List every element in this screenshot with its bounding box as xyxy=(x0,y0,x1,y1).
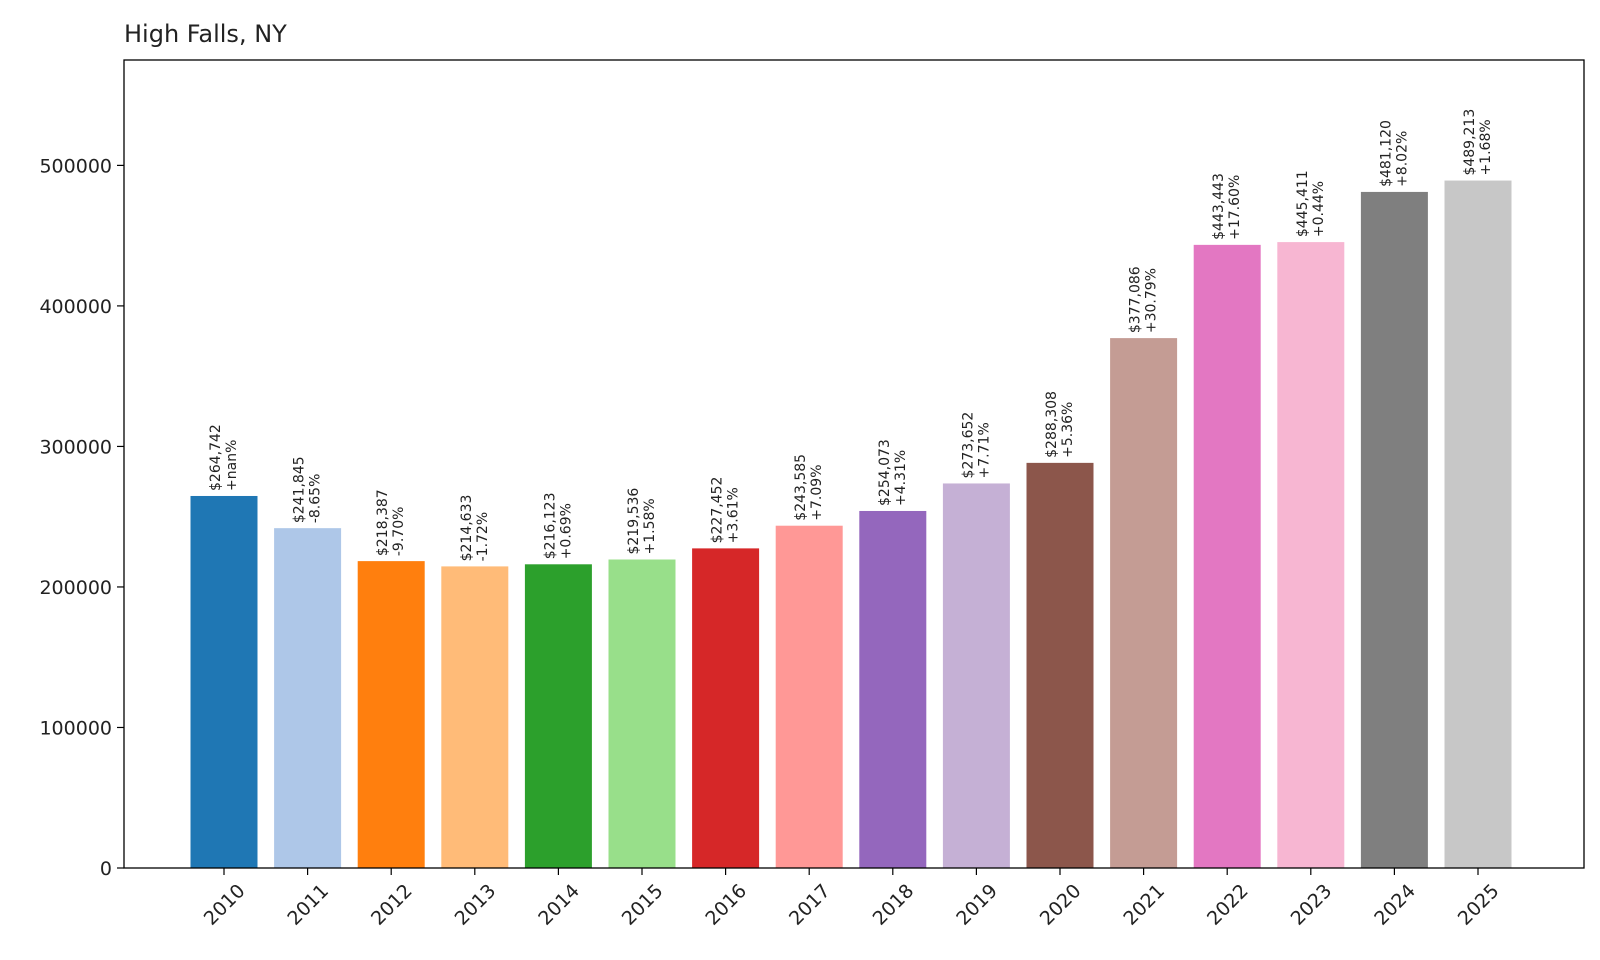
bar-value-label: $227,452 xyxy=(710,477,726,544)
bar-2019 xyxy=(942,483,1010,868)
bar-value-label: $254,073 xyxy=(877,439,893,506)
bar-2018 xyxy=(859,510,927,868)
bar-value-label: $445,411 xyxy=(1295,170,1311,237)
bar-change-label: +8.02% xyxy=(1394,131,1410,187)
y-tick-label: 300000 xyxy=(39,436,112,458)
bar-value-label: $443,443 xyxy=(1211,173,1227,240)
bar-label-2010: $264,742 +nan% xyxy=(208,424,240,491)
bar-value-label: $489,213 xyxy=(1462,109,1478,176)
bar-2024 xyxy=(1360,191,1428,868)
x-tick-label: 2023 xyxy=(1287,880,1337,930)
bar-2025 xyxy=(1444,180,1512,868)
bar-labels-group: $264,742 +nan% $241,845 -8.65% $218,387 -9.70… xyxy=(208,109,1494,562)
bar-change-label: +1.58% xyxy=(642,498,658,554)
y-tick-label: 0 xyxy=(100,858,112,880)
bar-change-label: +0.44% xyxy=(1311,181,1327,237)
bar-2012 xyxy=(357,561,425,868)
bar-value-label: $219,536 xyxy=(626,488,642,555)
y-axis: 0 100000 200000 300000 400000 500000 xyxy=(39,155,124,880)
x-tick-label: 2012 xyxy=(367,880,417,930)
bar-change-label: +nan% xyxy=(224,440,240,491)
bar-value-label: $241,845 xyxy=(292,456,308,523)
bar-value-label: $377,086 xyxy=(1128,266,1144,333)
bar-label-2011: $241,845 -8.65% xyxy=(292,456,324,523)
bar-value-label: $288,308 xyxy=(1044,391,1060,458)
x-tick-label: 2024 xyxy=(1370,880,1420,930)
bar-2020 xyxy=(1026,462,1094,868)
x-tick-label: 2019 xyxy=(952,880,1002,930)
x-tick-label: 2020 xyxy=(1036,880,1086,930)
bar-2023 xyxy=(1277,242,1345,869)
bar-2010 xyxy=(190,495,258,868)
bar-2014 xyxy=(524,564,592,868)
chart-title: High Falls, NY xyxy=(124,20,287,48)
x-tick-label: 2014 xyxy=(534,880,584,930)
bar-2017 xyxy=(775,525,843,868)
bar-change-label: +30.79% xyxy=(1144,268,1160,333)
bar-value-label: $273,652 xyxy=(960,412,976,479)
plot-frame xyxy=(123,59,1585,869)
bar-2015 xyxy=(608,559,676,868)
bar-label-2019: $273,652 +7.71% xyxy=(960,412,992,479)
bar-change-label: +0.69% xyxy=(558,503,574,559)
bar-label-2025: $489,213 +1.68% xyxy=(1462,109,1494,176)
bar-2013 xyxy=(441,566,509,868)
bar-label-2024: $481,120 +8.02% xyxy=(1378,120,1410,187)
bar-2021 xyxy=(1110,338,1178,868)
bars-group xyxy=(190,180,1512,869)
bar-change-label: -9.70% xyxy=(391,507,407,557)
x-tick-label: 2025 xyxy=(1454,880,1504,930)
x-tick-label: 2022 xyxy=(1203,880,1253,930)
x-tick-label: 2017 xyxy=(785,880,835,930)
bar-value-label: $216,123 xyxy=(542,492,558,559)
bar-label-2018: $254,073 +4.31% xyxy=(877,439,909,506)
bar-change-label: +7.09% xyxy=(809,464,825,520)
bar-label-2022: $443,443 +17.60% xyxy=(1211,173,1243,240)
bar-label-2017: $243,585 +7.09% xyxy=(793,454,825,521)
bar-2016 xyxy=(692,548,760,868)
bar-label-2023: $445,411 +0.44% xyxy=(1295,170,1327,237)
x-tick-label: 2021 xyxy=(1119,880,1169,930)
bar-value-label: $264,742 xyxy=(208,424,224,491)
x-tick-label: 2011 xyxy=(283,880,333,930)
x-tick-label: 2018 xyxy=(869,880,919,930)
y-tick-label: 100000 xyxy=(39,717,112,739)
x-tick-label: 2016 xyxy=(701,880,751,930)
bar-value-label: $214,633 xyxy=(459,495,475,562)
x-tick-label: 2013 xyxy=(451,880,501,930)
bar-change-label: +5.36% xyxy=(1060,402,1076,458)
bar-change-label: -1.72% xyxy=(475,512,491,562)
bar-value-label: $218,387 xyxy=(375,489,391,556)
bar-label-2012: $218,387 -9.70% xyxy=(375,489,407,556)
bar-label-2016: $227,452 +3.61% xyxy=(710,477,742,544)
bar-2022 xyxy=(1193,244,1261,868)
x-tick-label: 2015 xyxy=(618,880,668,930)
bar-change-label: +1.68% xyxy=(1478,119,1494,175)
bar-label-2020: $288,308 +5.36% xyxy=(1044,391,1076,458)
bar-change-label: -8.65% xyxy=(308,474,324,524)
x-tick-label: 2010 xyxy=(200,880,250,930)
bar-change-label: +17.60% xyxy=(1227,175,1243,240)
bar-2011 xyxy=(274,528,342,868)
y-tick-label: 200000 xyxy=(39,577,112,599)
bar-label-2015: $219,536 +1.58% xyxy=(626,488,658,555)
x-axis: 2010 2011 2012 2013 2014 2015 2016 2017 2018 2019… xyxy=(200,868,1504,930)
bar-label-2014: $216,123 +0.69% xyxy=(542,492,574,559)
bar-change-label: +4.31% xyxy=(893,450,909,506)
y-tick-label: 400000 xyxy=(39,296,112,318)
bar-value-label: $243,585 xyxy=(793,454,809,521)
bar-value-label: $481,120 xyxy=(1378,120,1394,187)
bar-label-2021: $377,086 +30.79% xyxy=(1128,266,1160,333)
bar-change-label: +3.61% xyxy=(726,487,742,543)
bar-change-label: +7.71% xyxy=(976,422,992,478)
y-tick-label: 500000 xyxy=(39,155,112,177)
bar-label-2013: $214,633 -1.72% xyxy=(459,495,491,562)
